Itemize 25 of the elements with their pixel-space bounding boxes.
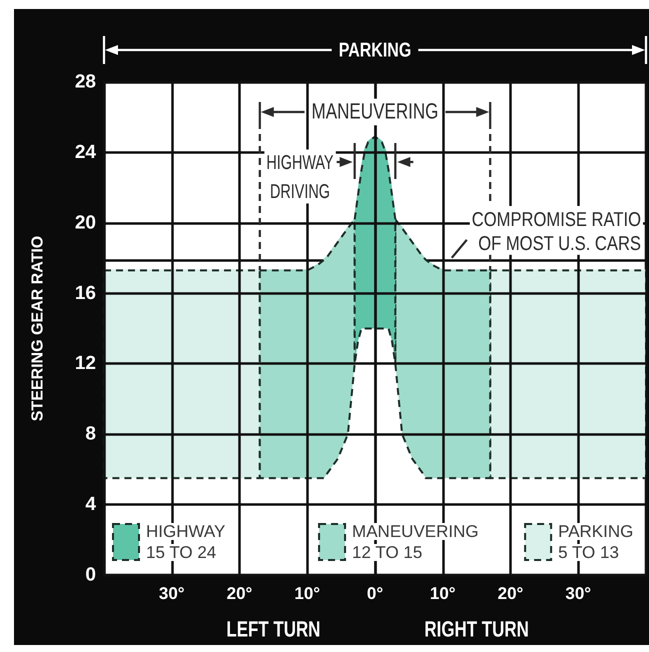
x-tick-label: 30° — [565, 584, 592, 603]
legend-label: MANEUVERING 12 TO 15 — [352, 522, 479, 562]
y-tick-label: 0 — [85, 564, 96, 586]
x-tick-label: 0° — [366, 584, 384, 603]
legend-label: HIGHWAY 15 TO 24 — [146, 522, 226, 562]
text: LEFT TURN — [226, 618, 320, 642]
y-tick-label: 28 — [74, 72, 96, 92]
x-tick-label: 30° — [158, 584, 185, 603]
x-tick-label: 20° — [498, 584, 524, 603]
annotation: HIGHWAY DRIVING — [266, 150, 334, 202]
y-tick-label: 4 — [85, 494, 96, 516]
y-tick-label: 12 — [74, 353, 96, 374]
annotation: MANEUVERING — [312, 100, 438, 124]
text: RIGHT TURN — [424, 618, 529, 642]
y-axis-title: STEERING GEAR RATIO — [30, 236, 46, 422]
y-tick-label: 16 — [74, 282, 96, 304]
x-tick-label: 10° — [294, 584, 320, 603]
x-tick-label: 20° — [226, 584, 253, 603]
y-tick-label: 24 — [74, 142, 96, 163]
y-tick-label: 20 — [74, 212, 96, 234]
y-tick-label: 8 — [85, 424, 96, 445]
ref-line-label: COMPROMISE RATIO OF MOST U.S. CARS — [472, 206, 641, 254]
x-tick-label: 10° — [430, 584, 456, 603]
legend-label: PARKING 5 TO 13 — [558, 522, 634, 562]
text: PARKING — [338, 38, 412, 62]
